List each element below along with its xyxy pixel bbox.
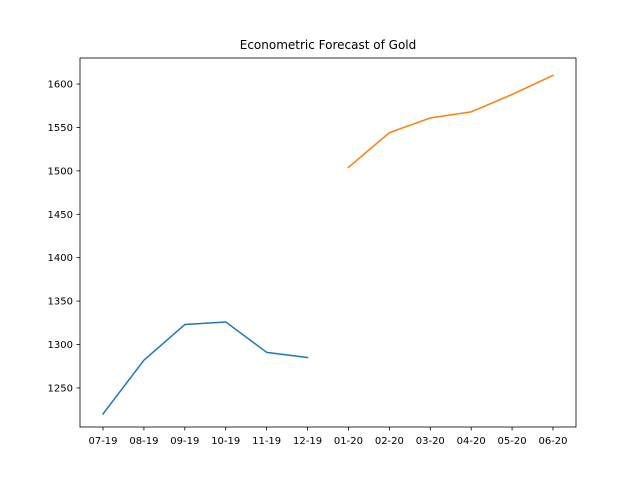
y-tick-label: 1350 (48, 297, 73, 308)
y-tick-label: 1600 (48, 80, 73, 91)
series-line-1 (101, 321, 309, 416)
x-axis: 07-19 08-19 09-19 10-19 11-19 12-19 01-20 02-20… (88, 427, 568, 447)
y-tick-label: 1500 (48, 166, 73, 177)
plot-area (79, 57, 577, 428)
plot-frame (79, 57, 577, 428)
x-tick-label: 05-20 (498, 436, 527, 447)
y-tick-label: 1450 (48, 210, 73, 221)
y-tick-label: 1300 (48, 340, 73, 351)
x-tick-label: 03-20 (416, 436, 445, 447)
y-axis: 1250 1300 1350 1400 1450 1500 1550 1600 (48, 80, 80, 394)
y-tick-label: 1400 (48, 253, 73, 264)
x-tick-label: 01-20 (334, 436, 363, 447)
x-tick-label: 11-19 (252, 436, 281, 447)
x-tick-label: 07-19 (88, 436, 117, 447)
chart-title: Econometric Forecast of Gold (240, 38, 417, 52)
x-tick-label: 06-20 (538, 436, 567, 447)
y-tick-label: 1550 (48, 123, 73, 134)
series-line-2 (347, 74, 554, 169)
x-tick-label: 08-19 (129, 436, 158, 447)
series-layer (101, 74, 554, 416)
x-tick-label: 04-20 (457, 436, 486, 447)
x-tick-label: 02-20 (375, 436, 404, 447)
x-tick-label: 09-19 (170, 436, 199, 447)
y-tick-label: 1250 (48, 383, 73, 394)
x-tick-label: 10-19 (211, 436, 240, 447)
x-tick-label: 12-19 (293, 436, 322, 447)
